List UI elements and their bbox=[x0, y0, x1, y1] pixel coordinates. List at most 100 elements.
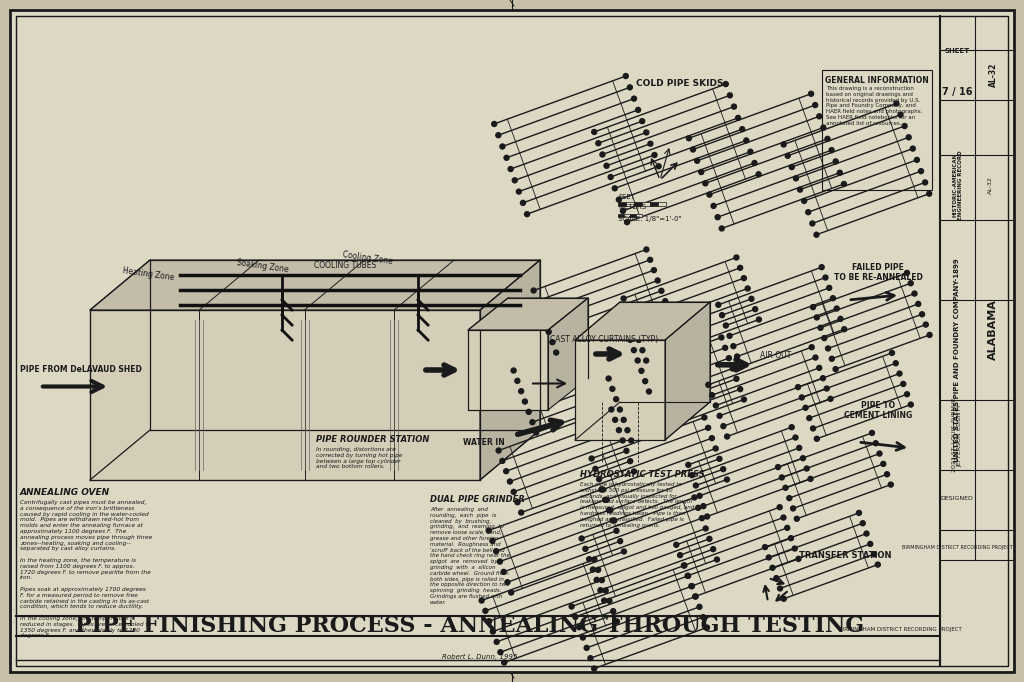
Circle shape bbox=[737, 387, 742, 391]
Circle shape bbox=[550, 340, 555, 344]
Circle shape bbox=[785, 153, 791, 158]
Circle shape bbox=[809, 344, 814, 350]
Circle shape bbox=[640, 348, 645, 353]
Circle shape bbox=[802, 198, 807, 203]
Circle shape bbox=[731, 104, 736, 109]
Circle shape bbox=[818, 325, 823, 330]
Circle shape bbox=[651, 267, 656, 273]
Circle shape bbox=[607, 598, 612, 604]
Circle shape bbox=[814, 315, 819, 320]
Circle shape bbox=[667, 309, 672, 314]
Circle shape bbox=[614, 529, 618, 533]
Circle shape bbox=[795, 516, 800, 521]
Circle shape bbox=[797, 445, 802, 450]
Circle shape bbox=[596, 567, 601, 572]
Polygon shape bbox=[548, 298, 588, 410]
Text: COOLING TUBES: COOLING TUBES bbox=[314, 261, 376, 270]
Circle shape bbox=[632, 96, 637, 101]
Circle shape bbox=[697, 604, 701, 609]
Circle shape bbox=[790, 425, 795, 430]
Circle shape bbox=[783, 486, 788, 490]
Circle shape bbox=[743, 138, 749, 143]
Circle shape bbox=[501, 569, 506, 574]
Circle shape bbox=[596, 140, 601, 146]
Circle shape bbox=[924, 322, 929, 327]
Bar bbox=[626, 202, 634, 206]
Text: SCALE: 1/8"=1'-0": SCALE: 1/8"=1'-0" bbox=[618, 216, 682, 222]
Circle shape bbox=[806, 209, 811, 215]
Circle shape bbox=[715, 215, 720, 220]
Circle shape bbox=[515, 500, 520, 505]
Circle shape bbox=[920, 312, 925, 316]
Circle shape bbox=[724, 477, 729, 482]
Circle shape bbox=[652, 153, 657, 158]
Circle shape bbox=[707, 536, 712, 542]
Circle shape bbox=[492, 121, 497, 126]
Circle shape bbox=[890, 351, 895, 355]
Circle shape bbox=[522, 399, 527, 404]
Circle shape bbox=[752, 160, 757, 166]
Circle shape bbox=[689, 473, 694, 477]
Circle shape bbox=[608, 507, 613, 513]
Circle shape bbox=[791, 506, 796, 511]
Circle shape bbox=[810, 221, 815, 226]
Circle shape bbox=[700, 614, 706, 620]
Circle shape bbox=[599, 578, 604, 582]
Circle shape bbox=[781, 142, 786, 147]
Circle shape bbox=[814, 436, 819, 441]
Circle shape bbox=[489, 538, 495, 544]
Circle shape bbox=[610, 608, 615, 614]
Circle shape bbox=[509, 590, 514, 595]
Circle shape bbox=[824, 386, 829, 391]
Circle shape bbox=[625, 428, 630, 432]
Text: Centrifugally cast pipes must be annealed,
a consequence of the iron's brittlene: Centrifugally cast pipes must be anneale… bbox=[20, 500, 153, 638]
Circle shape bbox=[587, 557, 592, 562]
Text: UNITED STATES PIPE AND FOUNDRY COMPANY-1899: UNITED STATES PIPE AND FOUNDRY COMPANY-1… bbox=[954, 258, 961, 462]
Circle shape bbox=[775, 464, 780, 470]
Circle shape bbox=[569, 604, 574, 609]
Bar bbox=[822, 70, 932, 190]
Circle shape bbox=[612, 417, 617, 422]
Circle shape bbox=[873, 441, 879, 446]
Circle shape bbox=[705, 514, 710, 519]
Circle shape bbox=[786, 496, 792, 501]
Text: SHEET: SHEET bbox=[944, 48, 970, 54]
Circle shape bbox=[526, 409, 531, 415]
Circle shape bbox=[678, 552, 683, 558]
Circle shape bbox=[592, 130, 597, 134]
Circle shape bbox=[608, 175, 613, 179]
Circle shape bbox=[505, 580, 510, 584]
Circle shape bbox=[581, 635, 586, 640]
Circle shape bbox=[583, 546, 588, 551]
Circle shape bbox=[490, 629, 496, 634]
Circle shape bbox=[686, 574, 690, 578]
Circle shape bbox=[721, 424, 726, 429]
Circle shape bbox=[705, 625, 710, 630]
Circle shape bbox=[483, 608, 487, 613]
Circle shape bbox=[902, 123, 907, 128]
Circle shape bbox=[734, 376, 739, 381]
Circle shape bbox=[700, 504, 706, 509]
Circle shape bbox=[495, 639, 499, 644]
Circle shape bbox=[577, 625, 582, 629]
Circle shape bbox=[720, 312, 725, 318]
Circle shape bbox=[609, 407, 613, 412]
Circle shape bbox=[735, 115, 740, 121]
Circle shape bbox=[694, 158, 699, 163]
Circle shape bbox=[819, 265, 824, 269]
Circle shape bbox=[635, 358, 640, 363]
Circle shape bbox=[710, 393, 715, 398]
Text: This drawing is a reconstruction
based on original drawings and
historical recor: This drawing is a reconstruction based o… bbox=[826, 86, 923, 125]
Circle shape bbox=[811, 305, 815, 310]
Circle shape bbox=[910, 146, 915, 151]
Polygon shape bbox=[468, 330, 548, 410]
Text: HYDROSTATIC TEST PRESS: HYDROSTATIC TEST PRESS bbox=[580, 470, 705, 479]
Text: 2023 ST. LOUIS AVENUE
JEFFERSON COUNTY: 2023 ST. LOUIS AVENUE JEFFERSON COUNTY bbox=[951, 398, 963, 472]
Text: TRANSFER STATION: TRANSFER STATION bbox=[799, 551, 891, 560]
Circle shape bbox=[498, 650, 503, 655]
Circle shape bbox=[658, 288, 664, 293]
Bar bbox=[650, 202, 658, 206]
Circle shape bbox=[702, 181, 708, 186]
Circle shape bbox=[825, 136, 830, 141]
Circle shape bbox=[703, 526, 709, 531]
